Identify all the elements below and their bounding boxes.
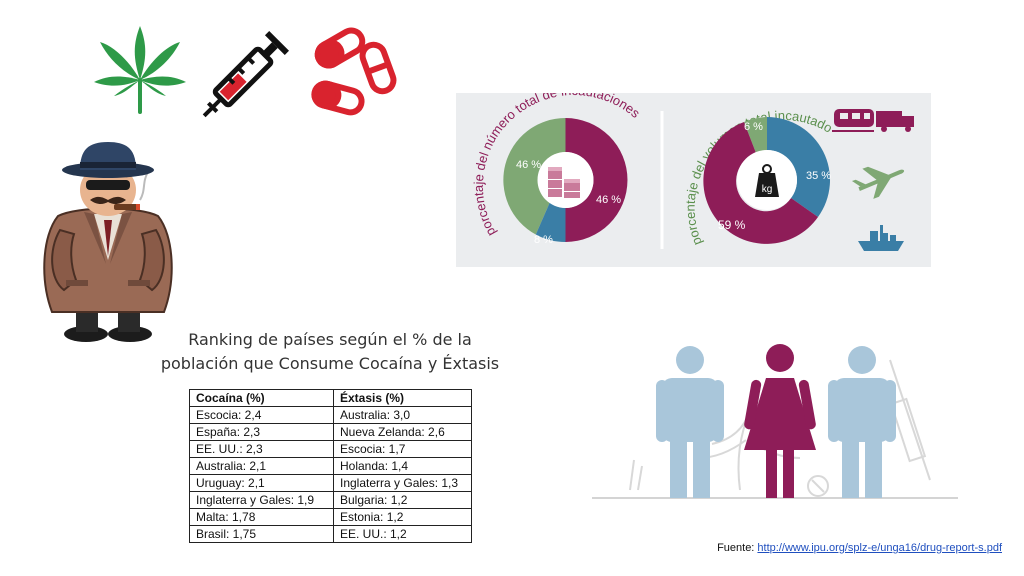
- left-donut-purple-segment: [565, 118, 628, 242]
- table-cell: Uruguay: 2,1: [189, 474, 334, 492]
- weight-kg-label: kg: [762, 184, 773, 195]
- table-row: Malta: 1,78 Estonia: 1,2: [189, 508, 472, 526]
- ranking-title-line2: población que Consume Cocaína y Éxtasis: [160, 354, 500, 373]
- source-citation: Fuente: http://www.ipu.org/splz-e/unga16…: [717, 542, 1002, 554]
- table-row: Brasil: 1,75 EE. UU.: 1,2: [189, 525, 472, 543]
- right-donut-green-segment: [744, 117, 767, 153]
- table-row: EE. UU.: 2,3 Escocia: 1,7: [189, 440, 472, 458]
- woman-figure: [744, 344, 816, 498]
- drug-icons: [94, 26, 397, 118]
- table-cell: Australia: 2,1: [189, 457, 334, 475]
- man-right-figure: [828, 346, 896, 498]
- table-cell: EE. UU.: 1,2: [333, 525, 472, 543]
- table-cell: Malta: 1,78: [189, 508, 334, 526]
- right-blue-value: 35 %: [806, 170, 831, 182]
- table-cell: Inglaterra y Gales: 1,9: [189, 491, 334, 509]
- table-cell: Brasil: 1,75: [189, 525, 334, 543]
- left-donut-green-segment: [503, 117, 566, 235]
- table-row: España: 2,3 Nueva Zelanda: 2,6: [189, 423, 472, 441]
- syringe-icon: [202, 30, 290, 118]
- table-cell: Escocia: 1,7: [333, 440, 472, 458]
- people-drugs-illustration: [592, 344, 958, 499]
- table-cell: Inglaterra y Gales: 1,3: [333, 474, 472, 492]
- table-row: Inglaterra y Gales: 1,9 Bulgaria: 1,2: [189, 491, 472, 509]
- table-row: Uruguay: 2,1 Inglaterra y Gales: 1,3: [189, 474, 472, 492]
- table-cell: EE. UU.: 2,3: [189, 440, 334, 458]
- cannabis-leaf-icon: [94, 26, 186, 114]
- table-cell: España: 2,3: [189, 423, 334, 441]
- ship-icon: [858, 225, 904, 251]
- source-label: Fuente:: [717, 542, 758, 554]
- column-header-cocaine: Cocaína (%): [189, 389, 334, 407]
- table-cell: Nueva Zelanda: 2,6: [333, 423, 472, 441]
- left-green-value: 46 %: [516, 159, 541, 171]
- table-cell: Estonia: 1,2: [333, 508, 472, 526]
- ranking-title-line1: Ranking de países según el % de la: [188, 330, 472, 349]
- right-donut-chart: kg 6 % 35 % 59 %: [703, 117, 831, 244]
- ranking-title: Ranking de países según el % de la pobla…: [160, 328, 500, 376]
- man-left-figure: [656, 346, 724, 498]
- ranking-table: Cocaína (%) Éxtasis (%) Escocia: 2,4 Aust…: [189, 389, 472, 543]
- pills-icon: [311, 27, 397, 116]
- weight-kg-icon: kg: [755, 164, 779, 197]
- table-cell: Escocia: 2,4: [189, 406, 334, 424]
- table-header-row: Cocaína (%) Éxtasis (%): [189, 389, 472, 407]
- left-purple-value: 46 %: [596, 194, 621, 206]
- left-donut-blue-segment: [535, 202, 566, 243]
- table-row: Escocia: 2,4 Australia: 3,0: [189, 406, 472, 424]
- table-cell: Bulgaria: 1,2: [333, 491, 472, 509]
- left-blue-value: 8 %: [534, 234, 553, 246]
- column-header-ecstasy: Éxtasis (%): [333, 389, 472, 407]
- right-purple-value: 59 %: [718, 218, 746, 232]
- right-donut-blue-segment: [767, 117, 831, 217]
- right-green-value: 6 %: [744, 121, 763, 133]
- left-donut-chart: 46 % 46 % 8 %: [503, 117, 628, 246]
- airplane-icon: [851, 166, 905, 199]
- right-donut-purple-segment: [703, 122, 818, 244]
- table-row: Australia: 2,1 Holanda: 1,4: [189, 457, 472, 475]
- table-cell: Australia: 3,0: [333, 406, 472, 424]
- seizures-infographic: porcentaje del número total de incautaci…: [456, 93, 931, 267]
- seized-packages-icon: [548, 167, 580, 198]
- source-link[interactable]: http://www.ipu.org/splz-e/unga16/drug-re…: [757, 542, 1002, 554]
- gangster-illustration: [43, 142, 173, 342]
- train-truck-icon: [832, 109, 914, 132]
- table-cell: Holanda: 1,4: [333, 457, 472, 475]
